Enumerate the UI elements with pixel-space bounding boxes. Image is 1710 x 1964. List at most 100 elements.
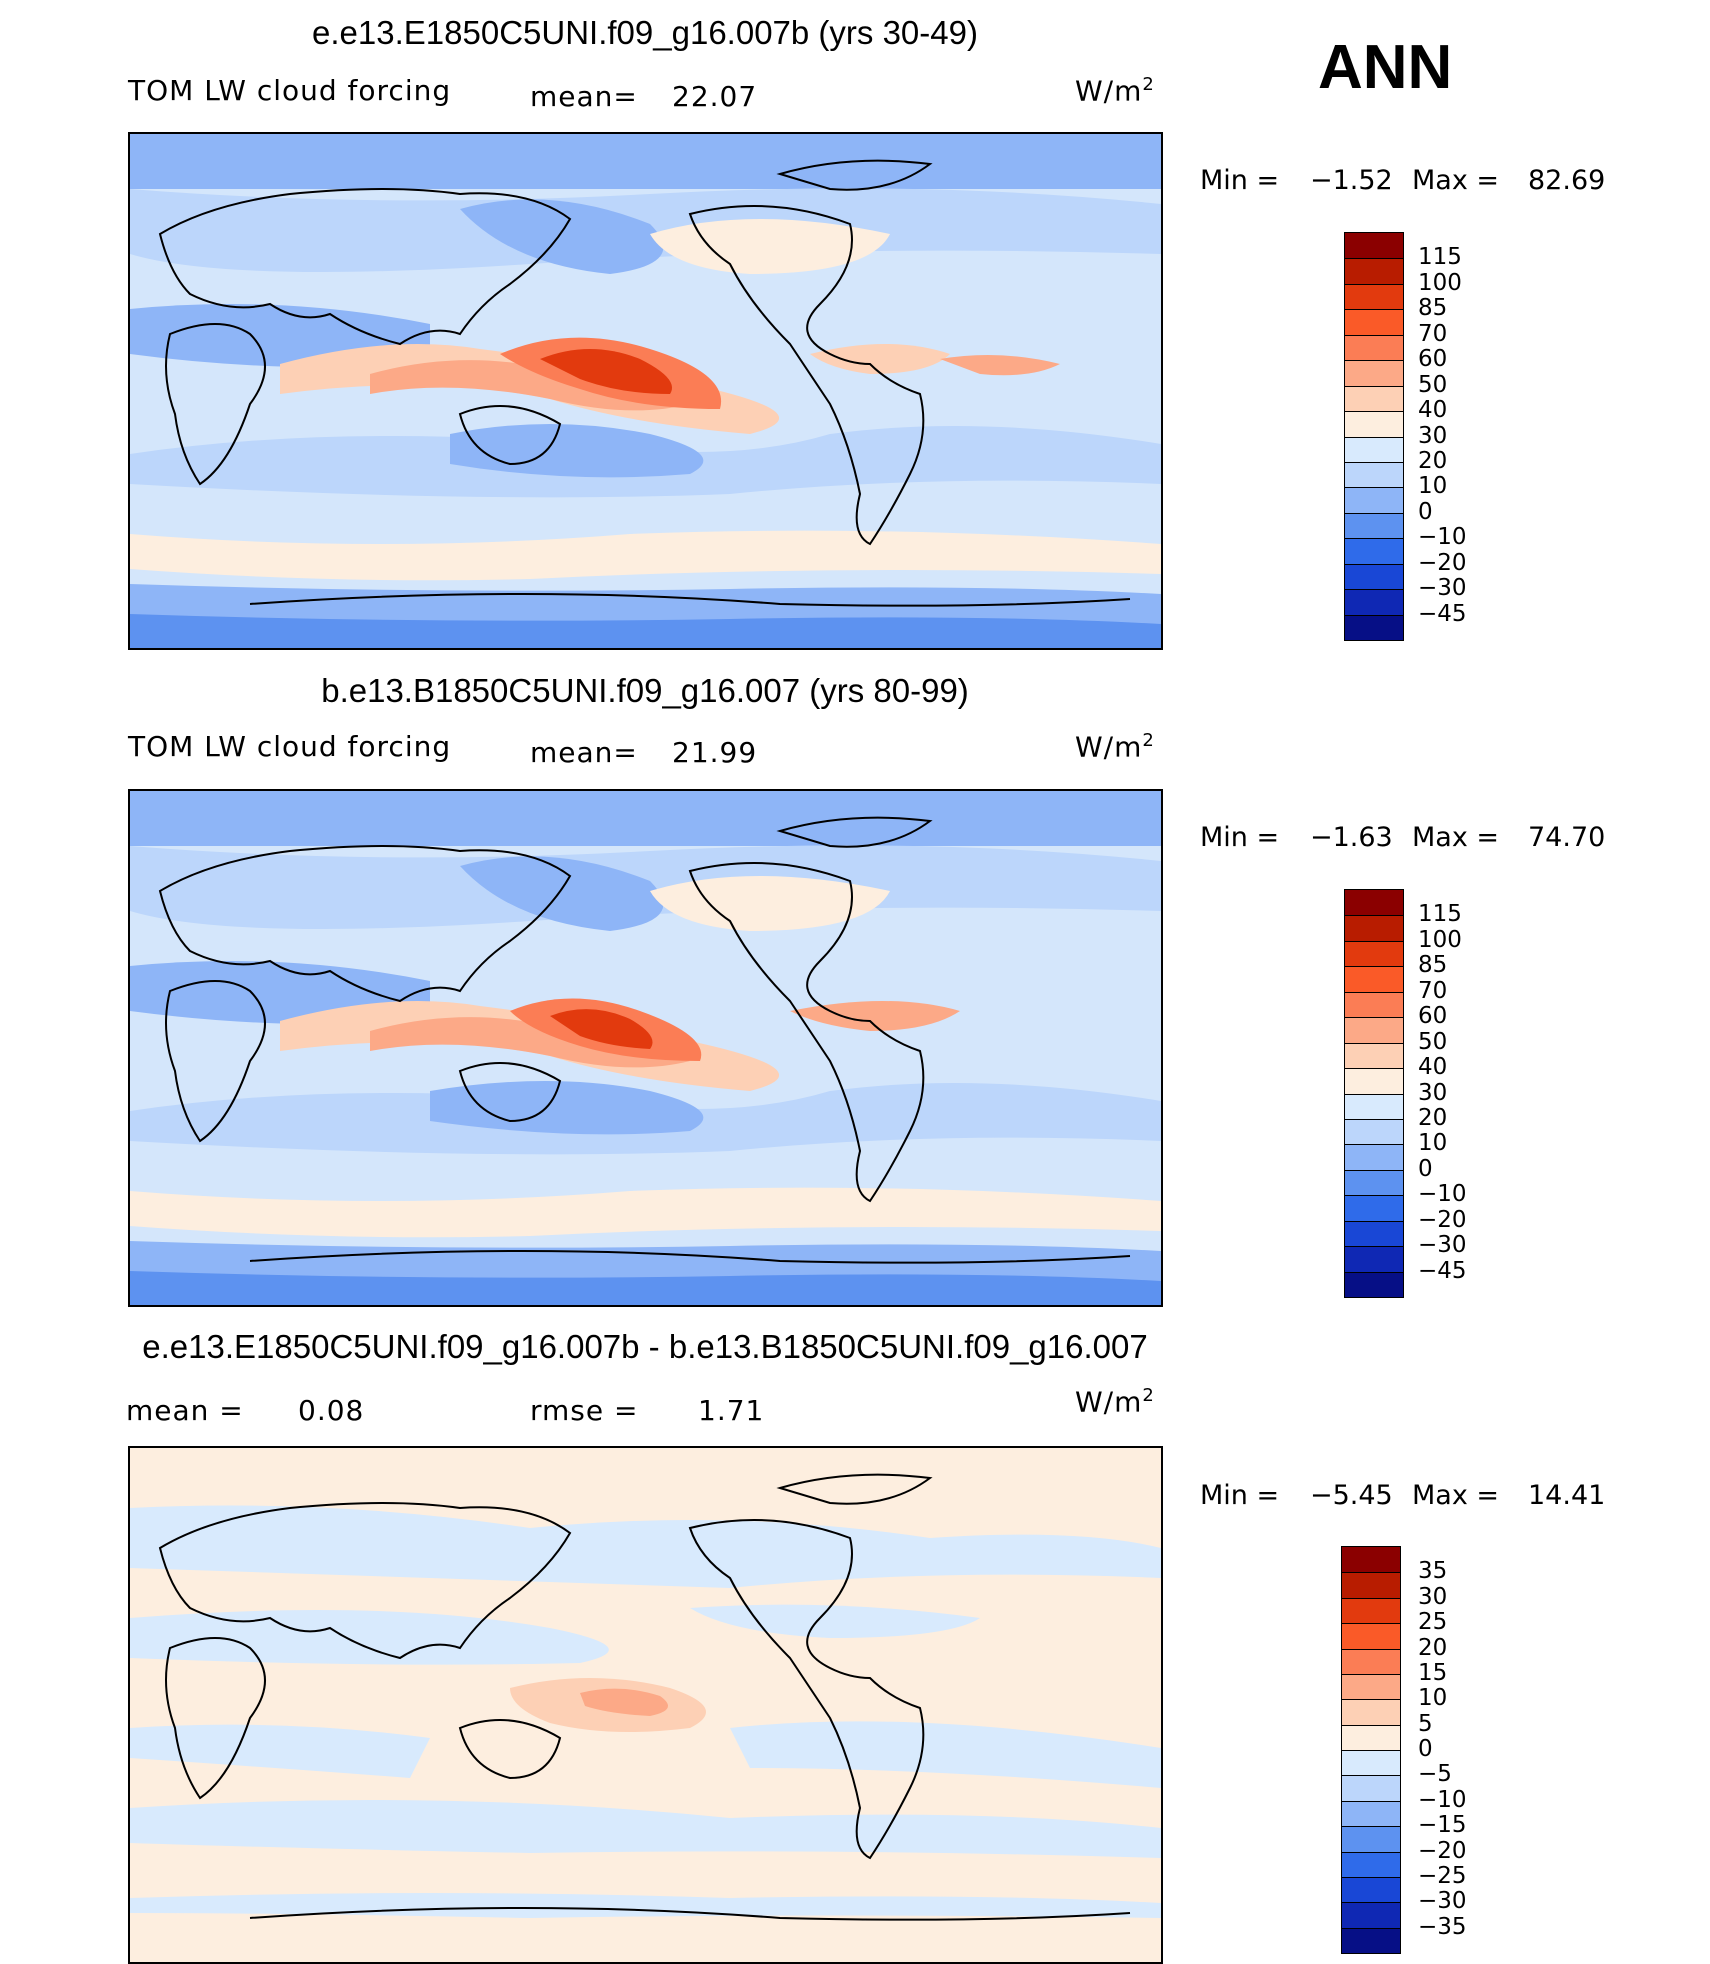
panel-1-title: e.e13.E1850C5UNI.f09_g16.007b (yrs 30-49… — [312, 14, 978, 51]
colorbar-tick-label: −10 — [1418, 524, 1467, 551]
colorbar-tick-label: 50 — [1418, 1028, 1448, 1055]
season-label: ANN — [1318, 33, 1453, 102]
panel-3-max-label: Max = — [1412, 1480, 1500, 1511]
colorbar-swatch — [1342, 1927, 1400, 1953]
panel-3-colorbar — [1341, 1546, 1401, 1954]
colorbar-tick-label: −10 — [1418, 1786, 1467, 1813]
colorbar-swatch — [1345, 360, 1403, 386]
colorbar-tick-label: 15 — [1418, 1659, 1448, 1686]
colorbar-swatch — [1342, 1699, 1400, 1725]
panel-1-mean-label: mean= — [530, 80, 638, 113]
panel-1-variable: TOM LW cloud forcing — [128, 74, 452, 107]
colorbar-tick-label: 85 — [1418, 952, 1448, 979]
panel-2-mean-value: 21.99 — [672, 736, 758, 769]
colorbar-tick-label: 40 — [1418, 1054, 1448, 1081]
colorbar-tick-label: 100 — [1418, 926, 1462, 953]
panel-2-min-label: Min = — [1200, 822, 1280, 853]
colorbar-swatch — [1345, 1017, 1403, 1043]
colorbar-swatch — [1345, 1220, 1403, 1247]
panel-2-units: W/m2 — [1075, 730, 1155, 764]
colorbar-tick-label: 30 — [1418, 422, 1448, 449]
colorbar-swatch — [1345, 966, 1403, 992]
panel-2-colorbar — [1344, 889, 1404, 1298]
colorbar-tick-label: −30 — [1418, 1888, 1467, 1915]
colorbar-swatch — [1345, 915, 1403, 941]
panel-3-rmse-label: rmse = — [530, 1394, 639, 1427]
colorbar-swatch — [1342, 1572, 1400, 1598]
colorbar-swatch — [1345, 1246, 1403, 1272]
colorbar-swatch — [1345, 1271, 1403, 1297]
colorbar-tick-label: −30 — [1418, 575, 1467, 602]
colorbar-tick-label: 70 — [1418, 320, 1448, 347]
colorbar-swatch — [1345, 538, 1403, 564]
colorbar-swatch — [1345, 614, 1403, 640]
colorbar-swatch — [1345, 309, 1403, 335]
colorbar-swatch — [1342, 1902, 1400, 1928]
colorbar-swatch — [1345, 487, 1403, 513]
panel-2-mean-label: mean= — [530, 736, 638, 769]
colorbar-tick-label: 20 — [1418, 1104, 1448, 1131]
colorbar-swatch — [1345, 233, 1403, 259]
panel-3-map — [128, 1446, 1163, 1964]
colorbar-swatch — [1342, 1876, 1400, 1903]
panel-3-mean-label: mean = — [126, 1394, 244, 1427]
colorbar-tick-label: 20 — [1418, 447, 1448, 474]
colorbar-swatch — [1345, 1042, 1403, 1069]
colorbar-tick-label: 40 — [1418, 397, 1448, 424]
colorbar-tick-label: −20 — [1418, 1837, 1467, 1864]
colorbar-swatch — [1345, 991, 1403, 1018]
colorbar-tick-label: 60 — [1418, 346, 1448, 373]
panel-3-min-label: Min = — [1200, 1480, 1280, 1511]
colorbar-swatch — [1345, 890, 1403, 916]
panel-2-variable: TOM LW cloud forcing — [128, 730, 452, 763]
colorbar-tick-label: 10 — [1418, 473, 1448, 500]
colorbar-swatch — [1345, 512, 1403, 539]
colorbar-tick-label: 10 — [1418, 1685, 1448, 1712]
colorbar-tick-label: 70 — [1418, 977, 1448, 1004]
panel-3-min-value: −5.45 — [1310, 1480, 1393, 1511]
colorbar-swatch — [1345, 1144, 1403, 1170]
colorbar-tick-label: 0 — [1418, 1155, 1433, 1182]
colorbar-tick-label: 60 — [1418, 1003, 1448, 1030]
panel-1-min-label: Min = — [1200, 165, 1280, 196]
colorbar-tick-label: 0 — [1418, 498, 1433, 525]
colorbar-swatch — [1342, 1826, 1400, 1852]
panel-1-mean-value: 22.07 — [672, 80, 758, 113]
colorbar-swatch — [1342, 1673, 1400, 1700]
colorbar-tick-label: −45 — [1418, 1257, 1467, 1284]
colorbar-tick-label: −15 — [1418, 1812, 1467, 1839]
colorbar-tick-label: 50 — [1418, 371, 1448, 398]
panel-3-rmse-value: 1.71 — [698, 1394, 765, 1427]
colorbar-tick-label: 5 — [1418, 1710, 1433, 1737]
colorbar-swatch — [1345, 258, 1403, 284]
colorbar-tick-label: −20 — [1418, 549, 1467, 576]
panel-2-min-value: −1.63 — [1310, 822, 1393, 853]
colorbar-swatch — [1342, 1547, 1400, 1573]
panel-3-mean-value: 0.08 — [298, 1394, 365, 1427]
panel-3-title: e.e13.E1850C5UNI.f09_g16.007b - b.e13.B1… — [142, 1328, 1148, 1365]
colorbar-swatch — [1345, 334, 1403, 361]
panel-2-max-label: Max = — [1412, 822, 1500, 853]
colorbar-tick-label: −10 — [1418, 1181, 1467, 1208]
panel-1-colorbar — [1344, 232, 1404, 641]
panel-3-units: W/m2 — [1075, 1385, 1155, 1419]
colorbar-swatch — [1345, 940, 1403, 967]
colorbar-swatch — [1345, 411, 1403, 437]
colorbar-tick-label: 20 — [1418, 1634, 1448, 1661]
panel-2-max-value: 74.70 — [1528, 822, 1606, 853]
colorbar-swatch — [1345, 385, 1403, 412]
colorbar-tick-label: −35 — [1418, 1913, 1467, 1940]
colorbar-tick-label: −5 — [1418, 1761, 1452, 1788]
colorbar-swatch — [1345, 436, 1403, 462]
colorbar-tick-label: −20 — [1418, 1206, 1467, 1233]
colorbar-tick-label: 100 — [1418, 269, 1462, 296]
colorbar-swatch — [1342, 1623, 1400, 1649]
colorbar-swatch — [1342, 1775, 1400, 1801]
colorbar-tick-label: −45 — [1418, 600, 1467, 627]
panel-1-max-label: Max = — [1412, 165, 1500, 196]
panel-2-map — [128, 789, 1163, 1307]
panel-1-max-value: 82.69 — [1528, 165, 1606, 196]
colorbar-tick-label: −30 — [1418, 1232, 1467, 1259]
panel-1-min-value: −1.52 — [1310, 165, 1393, 196]
colorbar-tick-label: −25 — [1418, 1862, 1467, 1889]
